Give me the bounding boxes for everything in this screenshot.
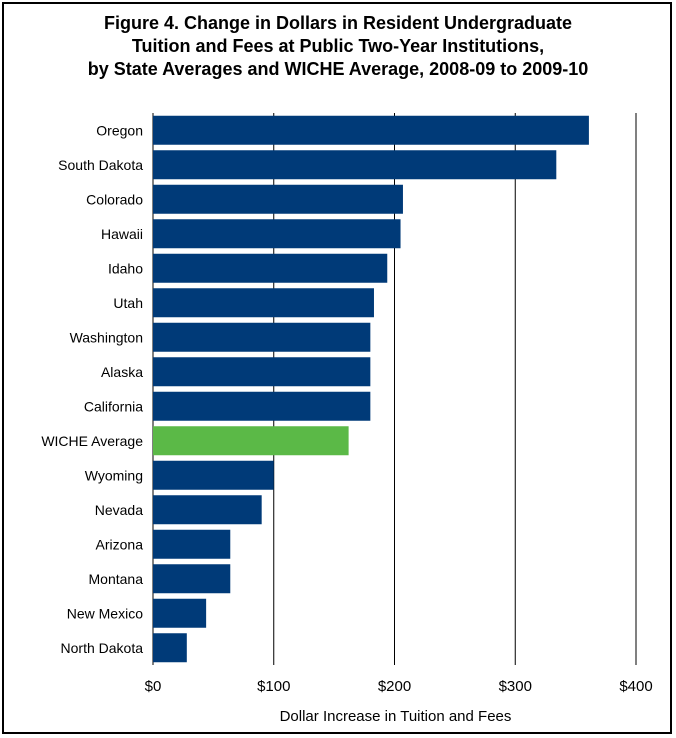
bar-12 <box>153 529 231 559</box>
category-label-2: Colorado <box>86 191 143 207</box>
category-label-8: California <box>84 398 143 414</box>
bar-5 <box>153 288 374 318</box>
category-label-5: Utah <box>113 295 143 311</box>
bar-4 <box>153 253 388 283</box>
category-label-4: Idaho <box>108 260 143 276</box>
chart-title-line-1: Figure 4. Change in Dollars in Resident … <box>103 13 573 33</box>
category-label-0: Oregon <box>96 122 143 138</box>
bar-7 <box>153 357 371 387</box>
bar-6 <box>153 322 371 352</box>
x-tick-label-1: $100 <box>257 678 290 695</box>
x-tick-label-3: $300 <box>499 678 532 695</box>
bar-15 <box>153 633 187 663</box>
category-label-7: Alaska <box>101 364 143 380</box>
bar-11 <box>153 495 262 525</box>
chart-title-line-3: by State Averages and WICHE Average, 200… <box>87 59 589 79</box>
x-tick-label-0: $0 <box>145 678 162 695</box>
category-label-10: Wyoming <box>85 467 143 483</box>
category-label-15: North Dakota <box>61 640 144 656</box>
bar-2 <box>153 184 403 214</box>
category-label-12: Arizona <box>96 536 144 552</box>
bar-8 <box>153 391 371 421</box>
chart-title: Figure 4. Change in Dollars in Resident … <box>0 12 676 81</box>
chart-title-line-2: Tuition and Fees at Public Two-Year Inst… <box>131 36 545 56</box>
bar-1 <box>153 150 557 180</box>
category-label-13: Montana <box>89 571 144 587</box>
bar-0 <box>153 115 589 145</box>
bar-14 <box>153 598 207 628</box>
category-label-3: Hawaii <box>101 226 143 242</box>
x-axis-title: Dollar Increase in Tuition and Fees <box>280 708 512 725</box>
category-label-14: New Mexico <box>67 605 143 621</box>
category-label-1: South Dakota <box>58 157 143 173</box>
category-label-11: Nevada <box>95 502 143 518</box>
bar-9 <box>153 426 349 456</box>
x-tick-label-2: $200 <box>378 678 411 695</box>
category-label-6: Washington <box>70 329 143 345</box>
x-tick-label-4: $400 <box>619 678 652 695</box>
bar-13 <box>153 564 231 594</box>
bar-10 <box>153 460 274 490</box>
category-label-9: WICHE Average <box>41 433 143 449</box>
bar-3 <box>153 219 401 249</box>
